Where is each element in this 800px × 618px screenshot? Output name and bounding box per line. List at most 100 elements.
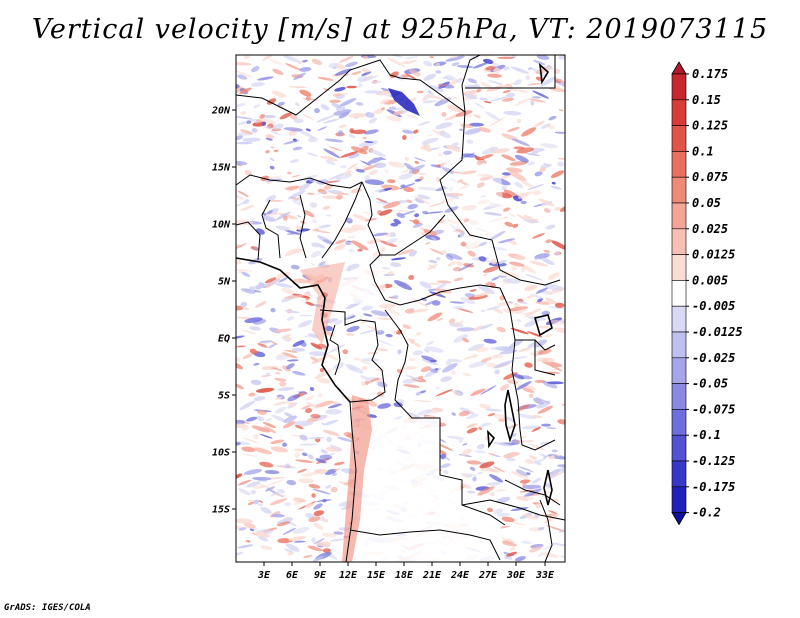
velocity-cell [287,190,306,200]
velocity-cell [508,301,514,304]
velocity-cell [435,386,440,390]
velocity-cell [456,327,475,332]
velocity-cell [314,108,320,114]
colorbar-top-arrow [671,61,687,75]
lon-tick-label: 15E [367,570,386,581]
velocity-cell [494,369,500,375]
velocity-cell [260,506,272,514]
border-line [499,287,523,446]
velocity-cell [520,267,526,272]
velocity-cell [256,119,263,123]
velocity-cell [555,453,560,457]
velocity-cell [360,381,366,386]
velocity-cell [508,213,516,217]
colorbar-segment [671,486,687,513]
country-borders [235,54,566,563]
velocity-cell [514,98,530,107]
velocity-cell [320,104,330,111]
velocity-cell [527,342,539,348]
coastal-updraft-band [342,395,372,562]
velocity-cell [389,262,402,267]
velocity-cell [249,326,261,331]
velocity-cell [521,127,537,137]
velocity-cell [261,215,277,222]
velocity-cell [298,320,313,328]
velocity-cell [418,186,437,191]
velocity-cell [412,350,424,356]
velocity-cell [321,195,339,199]
velocity-cell [349,112,366,119]
velocity-cell [487,507,493,513]
velocity-cell [257,343,268,348]
colorbar-label: -0.1 [692,428,721,442]
velocity-cell [408,250,417,257]
velocity-cell [236,335,245,339]
velocity-cell [418,121,430,126]
velocity-cell [501,154,516,162]
velocity-cell [237,74,248,80]
angola-calm-area [345,418,505,562]
velocity-cell [494,413,507,420]
velocity-cell [315,189,334,195]
velocity-cell [550,170,565,178]
velocity-cell [293,118,304,124]
velocity-cell [298,183,310,191]
velocity-cell [557,161,564,167]
velocity-cell [311,242,321,248]
velocity-cell [537,405,554,414]
velocity-cell [320,155,338,162]
colorbar-segment [671,99,687,126]
velocity-cell [308,436,325,440]
velocity-cell [284,229,301,235]
velocity-cell [546,381,564,385]
velocity-cell [242,353,253,360]
velocity-cell [364,174,371,181]
velocity-cell [429,56,434,59]
velocity-cell [367,157,383,165]
velocity-cell [517,466,534,473]
velocity-cell [503,110,522,116]
velocity-cell [273,493,287,497]
velocity-cell [363,313,373,317]
velocity-cell [265,372,270,377]
velocity-cell [529,455,537,460]
velocity-cell [247,352,255,356]
velocity-cell [264,486,276,492]
velocity-cell [241,446,256,453]
velocity-cell [522,311,536,315]
velocity-cell [334,68,352,76]
velocity-cell [304,503,314,509]
velocity-cell [300,471,320,478]
velocity-cell [496,496,511,504]
velocity-cell [464,93,478,100]
lake-turkana [538,63,550,85]
velocity-cell [517,193,529,200]
colorbar-segment [671,202,687,230]
velocity-cell [351,71,362,76]
velocity-cell [458,410,470,417]
lat-tick-label: 15S [212,505,230,516]
velocity-cell [501,185,508,191]
velocity-cell [278,276,289,283]
border-line [329,324,341,376]
velocity-cell [388,106,396,110]
velocity-cell [251,532,259,536]
velocity-cell [402,135,407,140]
velocity-cell [313,503,323,510]
lat-tick-label: 15N [212,163,231,174]
velocity-cell [506,416,516,422]
velocity-cell [506,92,516,98]
colorbar-segment [671,357,687,384]
velocity-cell [535,503,542,509]
lat-tick-label: 5N [218,277,231,288]
velocity-cell [267,479,285,486]
velocity-cell [522,484,542,490]
velocity-cell [544,361,563,367]
velocity-cell [519,479,531,484]
velocity-cell [299,220,306,224]
velocity-cell [238,270,243,274]
border-line [521,439,556,451]
velocity-cell [325,159,336,166]
velocity-cell [540,123,551,129]
velocity-cell [241,271,251,277]
